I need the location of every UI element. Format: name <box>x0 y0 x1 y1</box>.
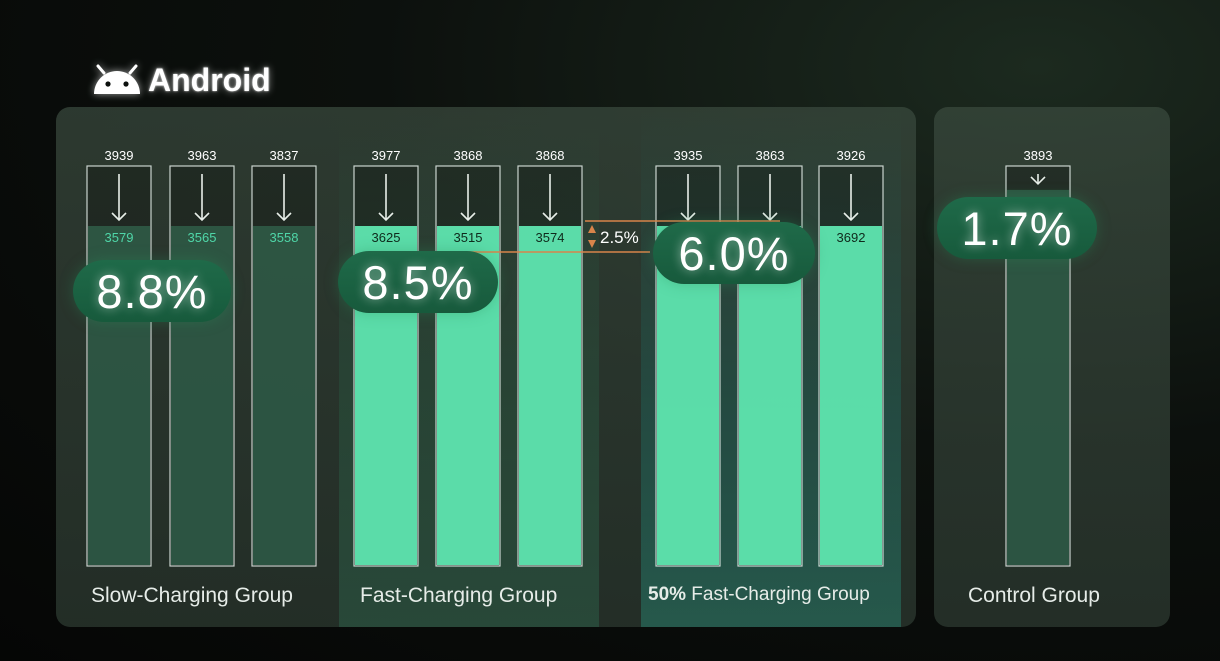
before-value-label: 3926 <box>837 148 866 163</box>
drop-arrowhead <box>276 212 292 222</box>
difference-label: 2.5% <box>600 228 639 247</box>
after-value-label: 3565 <box>188 230 217 245</box>
diff-arrow-up <box>588 225 596 233</box>
title-text: Android <box>148 61 271 98</box>
before-value-label: 3939 <box>105 148 134 163</box>
drop-arrowhead <box>111 212 127 222</box>
bar-after <box>519 226 581 565</box>
before-value-label: 3863 <box>756 148 785 163</box>
before-value-label: 3963 <box>188 148 217 163</box>
drop-arrowhead <box>542 212 558 222</box>
drop-arrowhead <box>460 212 476 222</box>
before-value-label: 3935 <box>674 148 703 163</box>
before-value-label: 3893 <box>1024 148 1053 163</box>
after-value-label: 3574 <box>536 230 565 245</box>
drop-arrowhead <box>1030 176 1046 186</box>
after-value-label: 3692 <box>837 230 866 245</box>
fast-group-label: Fast-Charging Group <box>360 584 558 607</box>
fast-drop-pill: 8.5% <box>338 251 498 313</box>
drop-arrowhead <box>378 212 394 222</box>
diff-arrow-down <box>588 240 596 248</box>
fifty-drop-pill: 6.0% <box>653 222 815 284</box>
bar-after <box>253 226 315 565</box>
before-value-label: 3977 <box>372 148 401 163</box>
control-drop-pill: 1.7% <box>937 197 1097 259</box>
slow-drop-pill: 8.8% <box>73 260 231 322</box>
before-value-label: 3868 <box>536 148 565 163</box>
fifty-group-label-rest: Fast-Charging Group <box>686 584 870 605</box>
bar-after <box>820 226 882 565</box>
fifty-group-label-bold: 50% <box>648 584 687 605</box>
after-value-label: 3558 <box>270 230 299 245</box>
drop-arrowhead <box>680 212 696 222</box>
drop-arrowhead <box>194 212 210 222</box>
before-value-label: 3868 <box>454 148 483 163</box>
control-group-label: Control Group <box>968 584 1100 607</box>
after-value-label: 3625 <box>372 230 401 245</box>
before-value-label: 3837 <box>270 148 299 163</box>
after-value-label: 3515 <box>454 230 483 245</box>
drop-arrowhead <box>843 212 859 222</box>
drop-arrowhead <box>762 212 778 222</box>
android-icon <box>94 64 140 94</box>
fifty-group-label: 50% Fast-Charging Group <box>648 584 870 606</box>
slow-group-label: Slow-Charging Group <box>91 584 293 607</box>
chart-title: Android <box>92 60 271 100</box>
after-value-label: 3579 <box>105 230 134 245</box>
